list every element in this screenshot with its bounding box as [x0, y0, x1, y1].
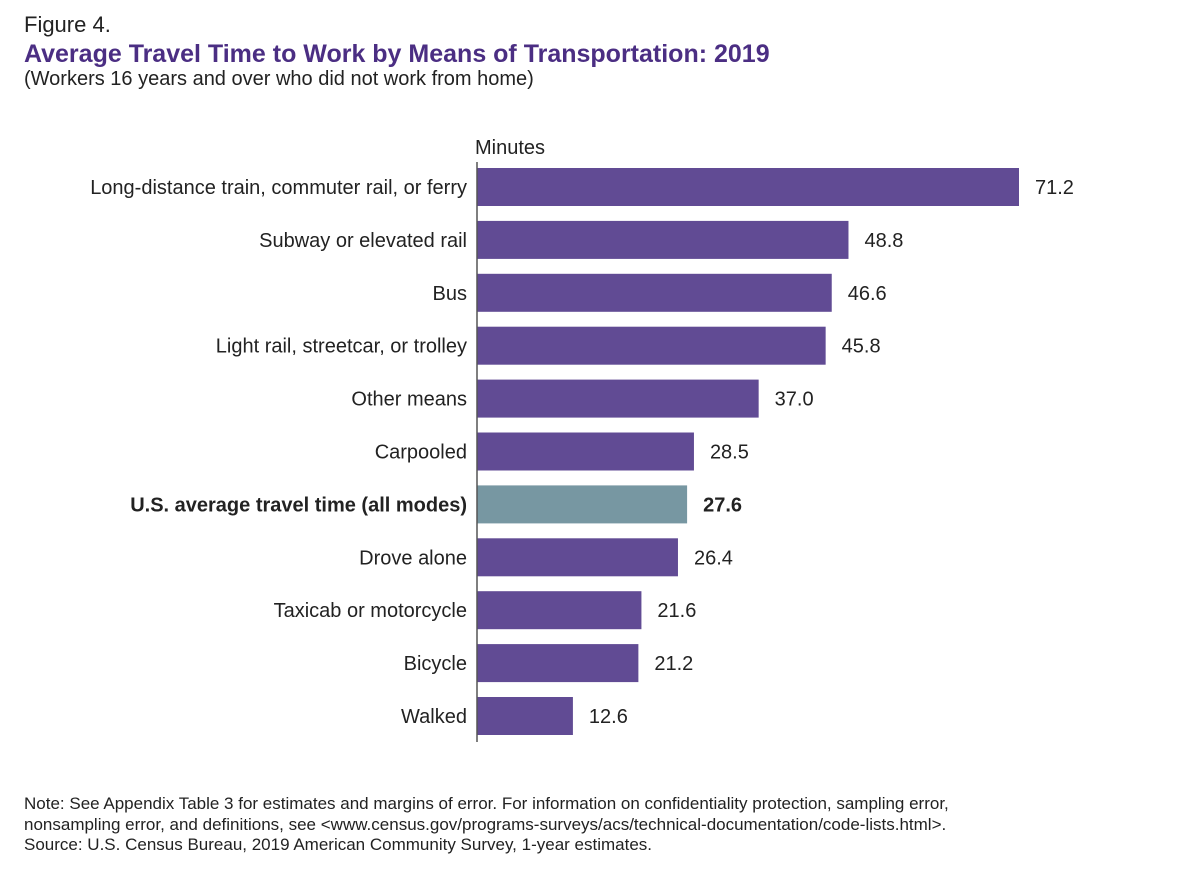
note-line: nonsampling error, and definitions, see … [24, 814, 947, 834]
chart-subtitle: (Workers 16 years and over who did not w… [24, 68, 534, 90]
bar-long-distance-train-commuter-rail-or-ferry [477, 168, 1019, 206]
data-label: 37.0 [775, 389, 814, 411]
source-line: Source: U.S. Census Bureau, 2019 America… [24, 835, 653, 854]
category-label: Long-distance train, commuter rail, or f… [90, 177, 467, 199]
note-line: Note: See Appendix Table 3 for estimates… [24, 794, 949, 813]
bar-bus [477, 273, 832, 312]
figure-label: Figure 4. [24, 12, 111, 37]
bar-bicycle [477, 644, 639, 683]
category-label: Bicycle [404, 653, 467, 675]
category-label: Other means [351, 389, 467, 411]
chart-title: Average Travel Time to Work by Means of … [24, 40, 770, 68]
category-label: Walked [401, 706, 467, 728]
bar-chart: Minutes Long-distance train, commuter rai… [90, 137, 1074, 742]
data-label: 48.8 [864, 230, 903, 252]
data-label: 28.5 [710, 442, 749, 464]
data-label: 21.2 [654, 653, 693, 675]
category-label: Taxicab or motorcycle [274, 600, 467, 622]
bar-carpooled [477, 432, 694, 471]
bar-taxicab-or-motorcycle [477, 591, 642, 630]
bar-walked [477, 697, 573, 735]
data-label: 46.6 [848, 283, 887, 305]
bar-subway-or-elevated-rail [477, 220, 849, 259]
category-label: Bus [433, 283, 467, 305]
data-label: 12.6 [589, 706, 628, 728]
category-label: U.S. average travel time (all modes) [130, 494, 467, 516]
category-label: Subway or elevated rail [259, 230, 467, 252]
data-label: 21.6 [657, 600, 696, 622]
axis-label: Minutes [475, 137, 545, 159]
bar-light-rail-streetcar-or-trolley [477, 326, 826, 365]
chart-note: Note: See Appendix Table 3 for estimates… [24, 794, 1184, 856]
category-label: Carpooled [375, 442, 467, 464]
bar-u-s-average-travel-time-all-modes [477, 485, 688, 524]
category-label: Drove alone [359, 547, 467, 569]
data-label: 27.6 [703, 494, 742, 516]
data-label: 26.4 [694, 547, 733, 569]
data-label: 71.2 [1035, 177, 1074, 199]
bar-other-means [477, 379, 759, 418]
data-label: 45.8 [842, 336, 881, 358]
bar-drove-alone [477, 538, 678, 577]
category-label: Light rail, streetcar, or trolley [216, 336, 467, 358]
